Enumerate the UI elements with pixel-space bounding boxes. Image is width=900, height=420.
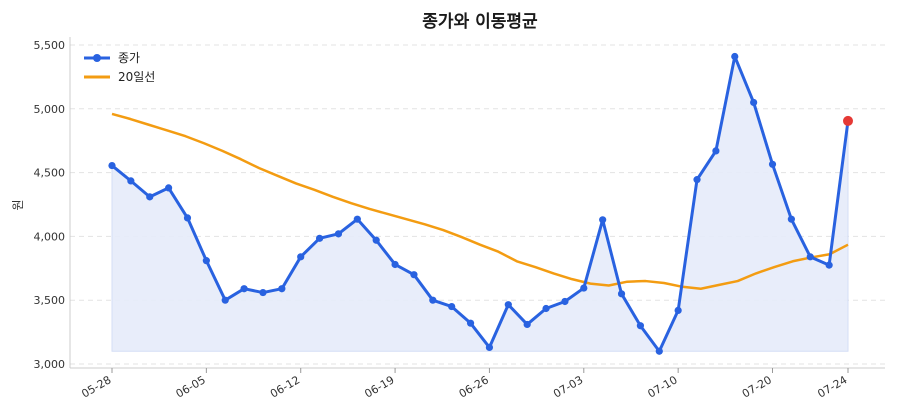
x-tick-label: 06-26 <box>457 373 491 400</box>
close-point <box>825 261 833 269</box>
close-point <box>334 230 343 238</box>
legend: 종가 20일선 <box>84 51 155 84</box>
close-point <box>561 297 569 306</box>
x-tick-label: 07-20 <box>740 373 774 400</box>
close-point <box>485 343 494 352</box>
y-tick-label: 5,500 <box>34 39 66 52</box>
x-tick-label: 07-03 <box>551 373 585 400</box>
y-tick-label: 3,000 <box>34 358 66 371</box>
close-point <box>466 319 475 327</box>
close-line <box>111 54 850 353</box>
close-point <box>372 236 380 244</box>
close-point <box>165 184 173 192</box>
x-tick-label: 05-28 <box>79 373 113 400</box>
close-point <box>580 284 588 292</box>
close-point <box>278 285 286 293</box>
x-tick-label: 07-10 <box>645 373 679 400</box>
close-point <box>523 320 531 329</box>
close-point <box>183 214 192 222</box>
plot-area: 3,000 3,500 4,000 4,500 5,000 5,500 05-28 06-05… <box>34 37 885 401</box>
last-close-point <box>843 115 853 126</box>
close-point <box>146 193 154 201</box>
close-point <box>768 160 777 168</box>
close-point <box>259 288 267 297</box>
close-point <box>315 234 324 242</box>
close-point <box>599 216 607 224</box>
close-point <box>221 296 229 304</box>
y-tick-label: 3,500 <box>34 294 66 307</box>
close-point <box>429 296 437 304</box>
x-tick-label: 06-05 <box>174 373 208 400</box>
close-point <box>617 290 626 298</box>
close-point <box>391 260 399 269</box>
y-tick-label: 4,500 <box>34 167 66 180</box>
legend-ma20-label: 20일선 <box>118 70 155 84</box>
close-point <box>806 253 814 261</box>
close-point <box>108 161 116 170</box>
close-point <box>731 52 739 61</box>
close-point <box>353 215 361 223</box>
close-point <box>674 306 682 315</box>
x-tick-label: 07-24 <box>815 373 849 400</box>
legend-close-marker <box>93 54 101 62</box>
close-point <box>297 253 305 261</box>
close-point <box>636 322 645 330</box>
close-point <box>750 98 758 107</box>
ma20-line <box>111 112 849 290</box>
close-point <box>542 304 550 313</box>
close-point <box>693 176 701 184</box>
x-tick-label: 06-12 <box>268 373 302 400</box>
y-tick-label: 5,000 <box>34 103 66 116</box>
y-axis-label: 원 <box>11 199 25 210</box>
legend-close-label: 종가 <box>118 51 140 65</box>
y-tick-label: 4,000 <box>34 230 66 243</box>
close-point <box>410 271 418 279</box>
chart-title: 종가와 이동평균 <box>422 12 538 32</box>
close-area-fill <box>111 54 849 353</box>
x-tick-label: 06-19 <box>362 373 396 400</box>
close-point <box>127 177 135 185</box>
close-point <box>240 285 248 293</box>
close-point <box>202 257 210 265</box>
close-point <box>655 347 663 355</box>
close-point <box>712 147 720 155</box>
close-point <box>504 301 512 309</box>
close-point <box>448 302 456 311</box>
close-point <box>787 215 795 223</box>
